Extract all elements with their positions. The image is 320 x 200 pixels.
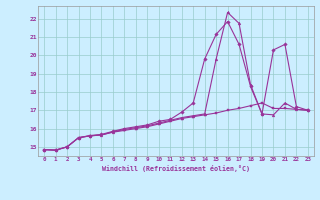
X-axis label: Windchill (Refroidissement éolien,°C): Windchill (Refroidissement éolien,°C) (102, 165, 250, 172)
